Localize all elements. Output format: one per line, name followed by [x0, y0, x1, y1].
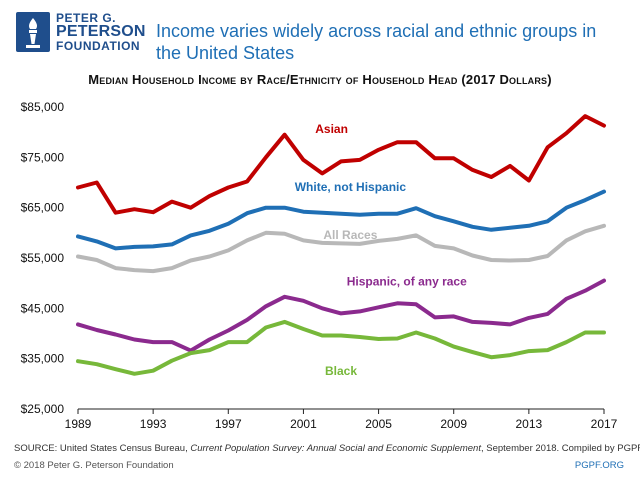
series-line-asian [76, 114, 606, 215]
y-tick-label: $55,000 [21, 251, 65, 265]
site-link[interactable]: PGPF.ORG [574, 460, 624, 471]
series-label: White, not Hispanic [295, 180, 407, 194]
series-line-black [76, 319, 606, 376]
chart-series-labels: Asian White, not Hispanic All Races Hispani… [295, 122, 467, 378]
chart-series [76, 114, 606, 376]
source-title: Current Population Survey: Annual Social… [190, 443, 481, 454]
series-label: Hispanic, of any race [347, 275, 467, 289]
x-tick-label: 2009 [440, 417, 467, 431]
y-tick-label: $25,000 [21, 402, 65, 416]
x-tick-label: 1993 [140, 417, 167, 431]
headline: Income varies widely across racial and e… [156, 21, 597, 63]
series-line-all-races [76, 223, 606, 274]
source-suffix: , September 2018. Compiled by PGPF. [480, 443, 640, 454]
series-line-hispanic-of-any-race [76, 278, 606, 353]
x-tick-label: 2013 [516, 417, 543, 431]
pgpf-logo: PETER G. PETERSON FOUNDATION [16, 12, 145, 54]
chart-axes: $25,000 $35,000 $45,000 $55,000 $65,000 $75,0… [21, 100, 618, 431]
source-prefix: SOURCE: United States Census Bureau, [14, 443, 191, 454]
x-tick-label: 2017 [591, 417, 618, 431]
series-line-white-not-hispanic [76, 189, 606, 251]
x-tick-label: 1989 [65, 417, 92, 431]
logo-line-1: PETER G. [56, 11, 117, 25]
logo-line-3: FOUNDATION [56, 39, 141, 53]
series-label: Black [325, 364, 357, 378]
logo-line-2: PETERSON [56, 23, 146, 40]
torch-logo-icon [16, 12, 50, 52]
logo-wordmark: PETER G. PETERSON FOUNDATION [56, 12, 146, 52]
x-tick-label: 1997 [215, 417, 242, 431]
source-note: SOURCE: United States Census Bureau, Cur… [14, 443, 640, 454]
series-label: All Races [323, 228, 377, 242]
y-tick-label: $45,000 [21, 301, 65, 315]
x-tick-label: 2001 [290, 417, 317, 431]
y-tick-label: $85,000 [21, 100, 65, 114]
y-tick-label: $65,000 [21, 201, 65, 215]
y-tick-label: $75,000 [21, 150, 65, 164]
copyright: © 2018 Peter G. Peterson Foundation [14, 460, 174, 471]
chart-title: Median Household Income by Race/Ethnicit… [88, 72, 552, 87]
y-tick-label: $35,000 [21, 352, 65, 366]
x-tick-label: 2005 [365, 417, 392, 431]
series-label: Asian [315, 122, 348, 136]
